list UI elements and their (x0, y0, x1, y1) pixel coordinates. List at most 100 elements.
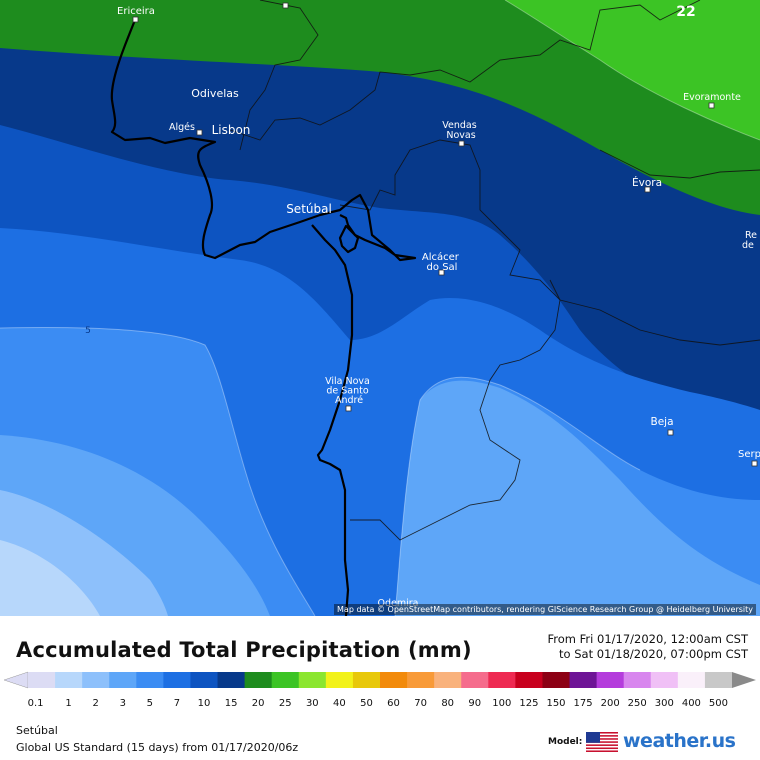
scale-tick-label-0.1: 0.1 (28, 698, 44, 709)
scale-tick-label-20: 20 (252, 698, 265, 709)
city-dot-beja (667, 429, 674, 436)
city-label-lisbon: Lisbon (212, 123, 251, 137)
scale-swatch-200 (596, 672, 625, 688)
city-label-alcacer-line2: do Sal (427, 262, 458, 273)
model-run-info: Global US Standard (15 days) from 01/17/… (16, 741, 299, 754)
contour-value-5: 5 (85, 326, 91, 336)
scale-swatch-0.1 (28, 672, 56, 688)
city-dot-ericeira (132, 16, 139, 23)
scale-swatch-15 (217, 672, 246, 688)
scale-tick-label-2: 2 (93, 698, 99, 709)
band-25-30 (505, 0, 760, 140)
scale-swatch-150 (542, 672, 571, 688)
city-dot-alges (196, 129, 203, 136)
scale-swatch-175 (569, 672, 598, 688)
scale-swatch-25 (271, 672, 300, 688)
weather-us-logo[interactable]: weather.us (623, 730, 736, 752)
city-label-vila-nova-line3: André (335, 395, 363, 406)
city-label-odivelas: Odivelas (191, 87, 239, 100)
city-label-evoramonte: Evoramonte (683, 92, 741, 103)
scale-swatch-5 (136, 672, 164, 688)
scale-swatch-300 (650, 672, 679, 688)
scale-swatch-30 (298, 672, 327, 688)
partial-label-de: de (742, 240, 754, 251)
scale-swatch-100 (488, 672, 516, 688)
time-range-from: From Fri 01/17/2020, 12:00am CST (547, 632, 749, 646)
scale-swatch-3 (109, 672, 137, 688)
scale-tick-label-60: 60 (387, 698, 400, 709)
city-dot-serpa (751, 460, 758, 467)
model-label: Model: (548, 737, 583, 747)
scale-tick-label-250: 250 (628, 698, 647, 709)
band-1-lightest (0, 540, 100, 616)
city-dot-alcacer (438, 269, 445, 276)
legend-title: Accumulated Total Precipitation (mm) (16, 638, 472, 662)
scale-tick-label-90: 90 (468, 698, 481, 709)
city-label-alcacer: Alcácer do Sal (422, 251, 462, 273)
scale-swatch-250 (623, 672, 652, 688)
scale-swatch-20 (244, 672, 273, 688)
contour-value-22: 22 (676, 4, 695, 20)
scale-swatch-1 (55, 672, 83, 688)
scale-tick-label-1: 1 (65, 698, 71, 709)
scale-tick-label-300: 300 (655, 698, 674, 709)
scale-tick-label-80: 80 (441, 698, 454, 709)
partial-label-serp: Serp (738, 449, 760, 460)
city-label-ericeira: Ericeira (117, 6, 155, 17)
scale-arrow-left (3, 671, 29, 689)
city-dot-top (282, 2, 289, 9)
precipitation-map[interactable]: Ericeira Odivelas Algés Lisbon Vendas No… (0, 0, 760, 616)
scale-swatch-500 (704, 672, 733, 688)
legend-panel: Accumulated Total Precipitation (mm) Fro… (0, 616, 760, 760)
scale-tick-label-40: 40 (333, 698, 346, 709)
city-label-evora: Évora (632, 176, 662, 189)
city-dot-vila-nova (345, 405, 352, 412)
city-label-vila-nova-line2: de Santo (326, 386, 368, 397)
scale-tick-label-7: 7 (174, 698, 180, 709)
map-attribution[interactable]: Map data © OpenStreetMap contributors, r… (334, 604, 756, 615)
time-range: From Fri 01/17/2020, 12:00am CST to Sat … (548, 632, 749, 662)
scale-tick-label-100: 100 (492, 698, 511, 709)
city-dot-vendas-novas (458, 140, 465, 147)
scale-tick-label-70: 70 (414, 698, 427, 709)
city-label-alges: Algés (169, 122, 195, 133)
scale-swatch-125 (515, 672, 543, 688)
scale-swatch-2 (82, 672, 110, 688)
city-label-vila-nova-line1: Vila Nova (325, 376, 370, 387)
color-scale-bar: 0.1 1 2 3 5 7 10 15 20 25 30 40 50 60 70 80 90 100 125 150 1… (3, 671, 756, 709)
city-dot-evora (644, 186, 651, 193)
partial-label-re: Re (745, 230, 757, 241)
time-range-to: to Sat 01/18/2020, 07:00pm CST (559, 647, 748, 661)
scale-tick-label-30: 30 (306, 698, 319, 709)
scale-swatch-90 (461, 672, 489, 688)
scale-arrow-right (732, 672, 756, 688)
us-flag-icon (586, 732, 618, 752)
scale-swatch-50 (352, 672, 381, 688)
scale-tick-label-200: 200 (601, 698, 620, 709)
city-label-vendas-line1: Vendas (442, 120, 476, 131)
city-label-beja: Beja (650, 416, 673, 428)
city-dot-evoramonte (708, 102, 715, 109)
band-2-3-east (395, 380, 760, 616)
scale-swatch-70 (407, 672, 435, 688)
city-label-setubal: Setúbal (286, 202, 332, 216)
scale-tick-label-125: 125 (519, 698, 538, 709)
scale-swatch-60 (380, 672, 408, 688)
scale-swatch-7 (163, 672, 191, 688)
brand-area[interactable]: Model: weather.us (548, 730, 748, 756)
scale-swatch-400 (677, 672, 706, 688)
city-label-odemira: Odemira (378, 598, 419, 609)
scale-tick-label-400: 400 (682, 698, 701, 709)
location-name: Setúbal (16, 724, 58, 737)
scale-tick-label-175: 175 (574, 698, 593, 709)
city-label-vendas: Vendas Novas (442, 120, 479, 141)
city-label-vila-nova: Vila Nova de Santo André (325, 376, 373, 406)
scale-tick-label-50: 50 (360, 698, 373, 709)
scale-tick-label-25: 25 (279, 698, 292, 709)
scale-tick-label-500: 500 (709, 698, 728, 709)
scale-tick-label-150: 150 (546, 698, 565, 709)
scale-swatch-80 (434, 672, 462, 688)
city-label-vendas-line2: Novas (446, 130, 475, 141)
city-label-alcacer-line1: Alcácer (422, 251, 460, 263)
scale-tick-label-15: 15 (225, 698, 238, 709)
